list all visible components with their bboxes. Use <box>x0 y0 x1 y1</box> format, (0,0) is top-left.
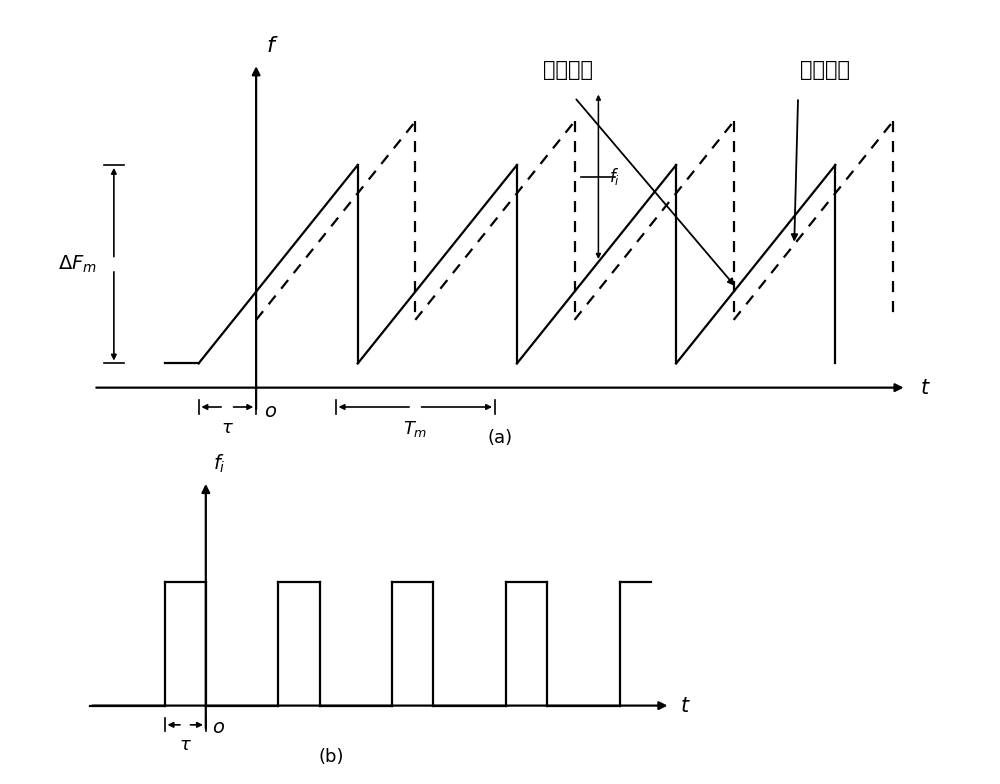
Text: $\tau$: $\tau$ <box>179 735 192 753</box>
Text: $t$: $t$ <box>680 695 691 716</box>
Text: $T_m$: $T_m$ <box>403 419 428 439</box>
Text: $o$: $o$ <box>212 718 225 738</box>
Text: 回波信号: 回波信号 <box>800 60 850 80</box>
Text: $\Delta F_m$: $\Delta F_m$ <box>58 253 97 275</box>
Text: $f_i$: $f_i$ <box>609 166 620 187</box>
Text: (b): (b) <box>319 749 344 767</box>
Text: $o$: $o$ <box>264 402 277 421</box>
Text: $f_i$: $f_i$ <box>213 452 226 474</box>
Text: $t$: $t$ <box>920 378 931 397</box>
Text: 发射信号: 发射信号 <box>543 60 593 80</box>
Text: (a): (a) <box>487 429 513 447</box>
Text: $f$: $f$ <box>266 36 279 56</box>
Text: $\tau$: $\tau$ <box>221 419 234 437</box>
